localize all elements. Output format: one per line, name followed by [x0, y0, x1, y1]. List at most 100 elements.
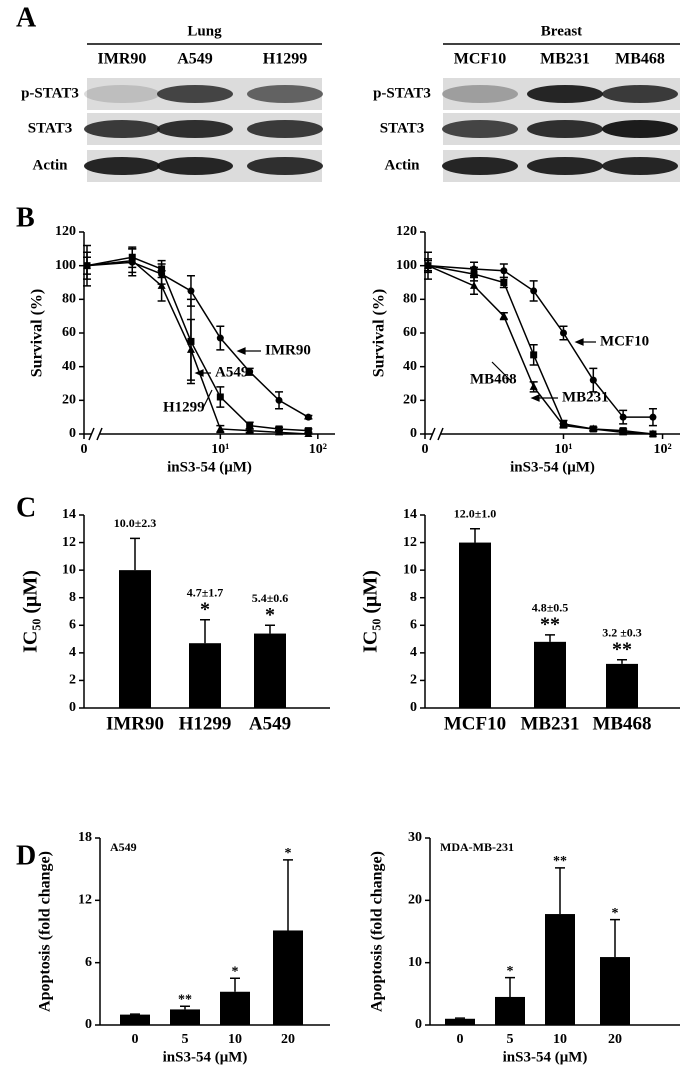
fit-curve [86, 261, 309, 418]
y-tick-label: 100 [396, 258, 417, 273]
lane-label: A549 [177, 51, 213, 68]
error-bar [230, 977, 240, 992]
blot-band [247, 85, 323, 103]
y-tick-label: 0 [410, 700, 417, 715]
y-tick-label: 6 [69, 618, 76, 633]
significance: * [265, 604, 275, 626]
row-label: STAT3 [28, 120, 72, 136]
fit-curve [427, 264, 653, 435]
y-axis-label: Apoptosis (fold change) [369, 851, 386, 1012]
point [246, 422, 254, 430]
x-tick-label: 20 [281, 1032, 295, 1047]
y-tick-label: 12 [403, 535, 417, 550]
blot-band [602, 85, 678, 103]
y-tick-label: 4 [69, 645, 76, 660]
y-tick-label: 14 [62, 507, 76, 522]
series-label: MCF10 [600, 333, 649, 349]
y-tick-label: 6 [410, 618, 417, 633]
y-tick-label: 0 [415, 1017, 422, 1032]
y-tick-label: 60 [62, 325, 76, 340]
error-bar [265, 624, 275, 634]
y-tick-label: 2 [69, 673, 76, 688]
y-tick-label: 120 [55, 224, 76, 239]
series-label: H1299 [163, 399, 205, 415]
x-tick-label: MCF10 [444, 713, 506, 734]
y-tick-label: 120 [396, 224, 417, 239]
y-tick-label: 12 [78, 893, 92, 908]
y-tick-label: 12 [62, 535, 76, 550]
point [216, 334, 224, 342]
point [649, 413, 657, 421]
series-label: MB468 [470, 371, 517, 387]
y-tick-label: 20 [403, 393, 417, 408]
x-tick-label: 20 [608, 1032, 622, 1047]
point [187, 287, 195, 295]
significance: * [285, 846, 292, 861]
error-bar [470, 528, 480, 543]
y-tick-label: 0 [69, 426, 76, 441]
label-arrow [491, 361, 511, 381]
y-tick-label: 40 [403, 359, 417, 374]
row-label: Actin [33, 157, 69, 173]
point [245, 426, 254, 434]
point [216, 393, 224, 401]
point [589, 424, 598, 432]
label-arrow [574, 338, 596, 346]
fit-curve [86, 259, 309, 435]
value-label: 12.0±1.0 [454, 507, 497, 521]
point [619, 413, 627, 421]
y-axis-label: Survival (%) [29, 289, 46, 377]
x-tick-label: MB231 [520, 713, 579, 734]
error-bar [455, 1017, 465, 1019]
y-tick-label: 0 [69, 700, 76, 715]
panel-label: B [16, 202, 35, 233]
series-label: IMR90 [265, 342, 311, 358]
point [216, 424, 225, 432]
y-tick-label: 6 [85, 955, 92, 970]
y-tick-label: 0 [85, 1017, 92, 1032]
error-bar [200, 619, 210, 644]
error-bar [610, 918, 620, 958]
label-arrow [202, 389, 213, 409]
y-tick-label: 100 [55, 258, 76, 273]
point [128, 256, 137, 264]
y-tick-label: 14 [403, 507, 417, 522]
point [648, 429, 657, 437]
label-arrow [236, 347, 261, 355]
chart-title: MDA-MB-231 [440, 840, 514, 854]
panel-label: A [16, 2, 37, 33]
error-bar [130, 1013, 140, 1015]
label-arrow [530, 394, 558, 402]
point [158, 265, 166, 273]
point [559, 421, 568, 429]
x-tick-label: 10¹ [211, 442, 229, 457]
y-axis-label: Survival (%) [371, 289, 388, 377]
row-label: p-STAT3 [373, 85, 431, 101]
significance: ** [553, 854, 567, 869]
bar [189, 643, 221, 708]
tissue-label: Lung [187, 23, 222, 39]
value-label: 5.4±0.6 [252, 591, 289, 605]
x-tick-label: IMR90 [106, 713, 164, 734]
x-tick-label: 0 [422, 442, 429, 457]
tissue-label: Breast [541, 23, 582, 39]
x-tick-label: 0 [81, 442, 88, 457]
blot-band [84, 120, 160, 138]
y-tick-label: 10 [62, 562, 76, 577]
y-tick-label: 40 [62, 359, 76, 374]
error-bar [283, 859, 293, 931]
y-tick-label: 80 [62, 292, 76, 307]
x-tick-label: 0 [457, 1032, 464, 1047]
panel-label: D [16, 840, 36, 871]
blot-band [442, 120, 518, 138]
lane-label: MCF10 [454, 51, 506, 68]
panel-label: C [16, 492, 36, 523]
blot-band [247, 157, 323, 175]
point [275, 427, 284, 436]
bar [495, 996, 525, 1025]
bar [606, 663, 638, 708]
blot-band [527, 85, 603, 103]
error-bar [545, 634, 555, 642]
point [530, 351, 538, 359]
bar [445, 1018, 475, 1025]
